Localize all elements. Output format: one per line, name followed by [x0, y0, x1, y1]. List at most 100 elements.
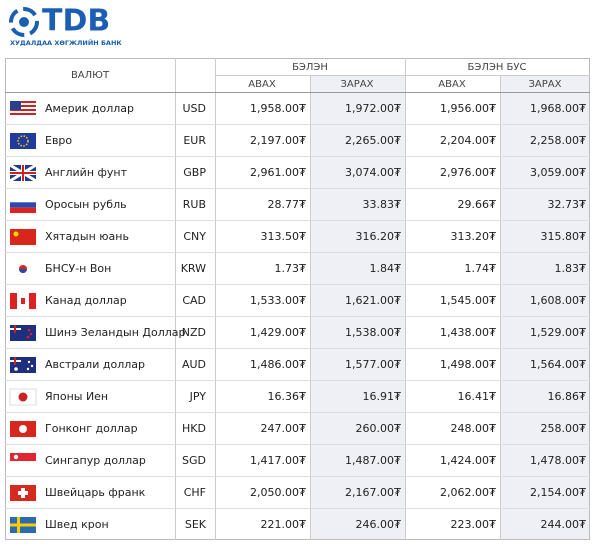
- rate: 2,197.00₮: [250, 134, 306, 147]
- rate: 2,050.00₮: [250, 486, 306, 499]
- currency-name: Канад доллар: [45, 294, 127, 307]
- currency-code: SEK: [185, 518, 207, 531]
- rate: 244.00₮: [541, 518, 587, 531]
- currency-code: GBP: [183, 166, 206, 179]
- currency-name: Евро: [45, 134, 72, 147]
- table-border: [5, 58, 590, 540]
- flag-part: [10, 207, 36, 213]
- subheader: АВАХ: [248, 79, 276, 90]
- flag: [10, 261, 36, 277]
- flag-part: [13, 231, 19, 237]
- rate: 1,438.00₮: [440, 326, 496, 339]
- currency-name: Английн фунт: [45, 166, 128, 179]
- currency-code: CNY: [183, 230, 206, 243]
- flag-part: [14, 325, 16, 333]
- rate: 260.00₮: [356, 422, 402, 435]
- sell-column-bg: [310, 75, 405, 540]
- cash-header: БЭЛЭН: [292, 62, 328, 73]
- flag-part: [29, 332, 33, 336]
- rate: 1.83₮: [555, 262, 587, 275]
- rate: 1.84₮: [370, 262, 402, 275]
- currency-code: HKD: [182, 422, 206, 435]
- flag: [9, 163, 37, 183]
- flag-part: [14, 367, 18, 371]
- flag: [10, 517, 36, 533]
- flag: [10, 453, 36, 469]
- rate: 2,265.00₮: [345, 134, 401, 147]
- rate: 32.73₮: [548, 198, 587, 211]
- bank-name: ХУДАЛДАА ХӨГЖЛИЙН БАНК: [10, 38, 122, 47]
- rate: 1,417.00₮: [250, 454, 306, 467]
- rate: 1,608.00₮: [530, 294, 586, 307]
- currency-name: БНСУ-н Вон: [45, 262, 111, 275]
- flag-part: [13, 454, 19, 460]
- rate: 16.41₮: [458, 390, 497, 403]
- rate: 1,424.00₮: [440, 454, 496, 467]
- currency-header: ВАЛЮТ: [71, 70, 110, 81]
- rate: 1,538.00₮: [345, 326, 401, 339]
- flag-part: [19, 425, 27, 433]
- currency-name: Хятадын юань: [45, 230, 129, 243]
- rate: 1,486.00₮: [250, 358, 306, 371]
- flag-part: [21, 298, 25, 304]
- rate: 1,429.00₮: [250, 326, 306, 339]
- rate: 1.74₮: [465, 262, 497, 275]
- rate: 1,564.00₮: [530, 358, 586, 371]
- flag-part: [26, 367, 30, 371]
- rate: 1,478.00₮: [530, 454, 586, 467]
- flag: [10, 101, 36, 117]
- flag: [10, 197, 36, 213]
- currency-name: Австрали доллар: [45, 358, 145, 371]
- flag-part: [10, 461, 36, 469]
- currency-code: CHF: [184, 486, 206, 499]
- currency-code: KRW: [181, 262, 206, 275]
- rate: 315.80₮: [541, 230, 587, 243]
- flag-part: [10, 113, 36, 115]
- rate: 1,621.00₮: [345, 294, 401, 307]
- flag: [9, 388, 37, 406]
- flag-part: [10, 101, 21, 110]
- currency-code: CAD: [182, 294, 206, 307]
- rate: 1,577.00₮: [345, 358, 401, 371]
- flag: [10, 421, 36, 437]
- rate: 2,154.00₮: [530, 486, 586, 499]
- flag: [10, 133, 36, 149]
- rate: 1,545.00₮: [440, 294, 496, 307]
- rate: 28.77₮: [268, 198, 307, 211]
- rate: 258.00₮: [541, 422, 587, 435]
- logo-text: TDB: [42, 4, 110, 39]
- flag-part: [19, 269, 27, 273]
- currency-code: NZD: [182, 326, 206, 339]
- rate: 1,498.00₮: [440, 358, 496, 371]
- rate: 221.00₮: [261, 518, 307, 531]
- rate: 1,972.00₮: [345, 102, 401, 115]
- rate: 2,062.00₮: [440, 486, 496, 499]
- rate: 2,258.00₮: [530, 134, 586, 147]
- sell-column-bg: [500, 75, 590, 540]
- currency-code: EUR: [183, 134, 206, 147]
- subheader: АВАХ: [438, 79, 466, 90]
- header-lines: [5, 58, 590, 540]
- flag-part: [10, 133, 36, 149]
- currency-name: Швейцарь франк: [45, 486, 146, 499]
- flag-part: [14, 357, 16, 365]
- rate: 2,204.00₮: [440, 134, 496, 147]
- rate: 1,956.00₮: [440, 102, 496, 115]
- rate: 1.73₮: [275, 262, 307, 275]
- flag: [10, 325, 36, 341]
- flag-part: [10, 202, 36, 208]
- subheader: ЗАРАХ: [529, 79, 562, 90]
- rate: 247.00₮: [261, 422, 307, 435]
- flag-part: [26, 335, 30, 339]
- currency-name: Шинэ Зеландын Доллар: [45, 326, 186, 339]
- rate: 313.20₮: [451, 230, 497, 243]
- flag-part: [22, 165, 24, 181]
- subheader: ЗАРАХ: [341, 79, 374, 90]
- rate: 16.91₮: [363, 390, 402, 403]
- flag-part: [29, 293, 36, 309]
- rate: 29.66₮: [458, 198, 497, 211]
- flag-part: [9, 388, 37, 406]
- rate: 313.50₮: [261, 230, 307, 243]
- rate: 2,167.00₮: [345, 486, 401, 499]
- flag-part: [18, 392, 28, 402]
